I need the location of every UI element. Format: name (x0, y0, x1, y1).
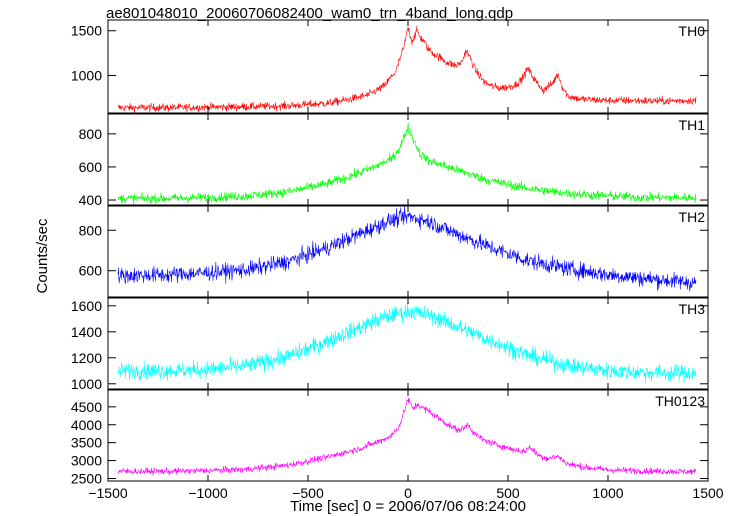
y-tick-label-th0123: 3500 (71, 435, 102, 451)
y-tick-label-th0123: 3000 (71, 453, 102, 469)
y-tick-label-th2: 800 (79, 222, 103, 238)
y-tick-label-th3: 1000 (71, 376, 102, 392)
panel-th0: TH0 1000 1500 (71, 19, 709, 114)
y-tick-label-th3: 1600 (71, 298, 102, 314)
y-tick-label-th0: 1500 (71, 23, 102, 39)
x-axis-tick-labels: −1500 −1000 −500 0 500 1000 1500 (88, 485, 723, 501)
y-tick-label-th0123: 4500 (71, 399, 102, 415)
panel-frame-th1 (107, 113, 709, 206)
y-tick-label-th1: 800 (79, 126, 103, 142)
panel-th2: TH2 600 800 (79, 205, 709, 298)
x-tick-label: −500 (292, 485, 324, 501)
y-tick-label-th1: 400 (79, 192, 103, 208)
y-tick-label-th1: 600 (79, 159, 103, 175)
y-axis-label: Counts/sec (34, 218, 51, 294)
series-line-th0 (117, 25, 697, 114)
x-tick-label: 1500 (692, 485, 723, 501)
x-tick-label: 500 (496, 485, 520, 501)
panel-label-th1: TH1 (679, 117, 706, 133)
panels: TH0 1000 1500 TH1 400 600 800 TH2 600 800 TH3 1000 1… (71, 19, 709, 486)
x-axis-label: Time [sec] 0 = 2006/07/06 08:24:00 (290, 498, 526, 515)
chart-title: ae801048010_20060706082400_wam0_trn_4ban… (106, 5, 513, 22)
x-tick-label: −1000 (188, 485, 228, 501)
x-tick-label: 1000 (592, 485, 623, 501)
series-line-th1 (117, 122, 697, 205)
y-tick-label-th3: 1400 (71, 324, 102, 340)
panel-label-th0: TH0 (679, 23, 706, 39)
y-tick-label-th2: 600 (79, 263, 103, 279)
series-line-th0123 (117, 397, 697, 476)
y-tick-label-th3: 1200 (71, 350, 102, 366)
series-line-th2 (117, 206, 697, 292)
y-tick-label-th0123: 2500 (71, 470, 102, 486)
panel-label-th0123: TH0123 (655, 393, 705, 409)
x-tick-label: −1500 (88, 485, 128, 501)
panel-label-th3: TH3 (679, 301, 706, 317)
panel-th1: TH1 400 600 800 (79, 113, 709, 208)
series-line-th3 (117, 302, 697, 384)
y-tick-label-th0: 1000 (71, 67, 102, 83)
x-tick-label: 0 (404, 485, 412, 501)
y-tick-label-th0123: 4000 (71, 417, 102, 433)
panel-frame-th2 (107, 205, 709, 298)
panel-label-th2: TH2 (679, 209, 706, 225)
panel-th3: TH3 1000 1200 1400 1600 (71, 297, 709, 392)
